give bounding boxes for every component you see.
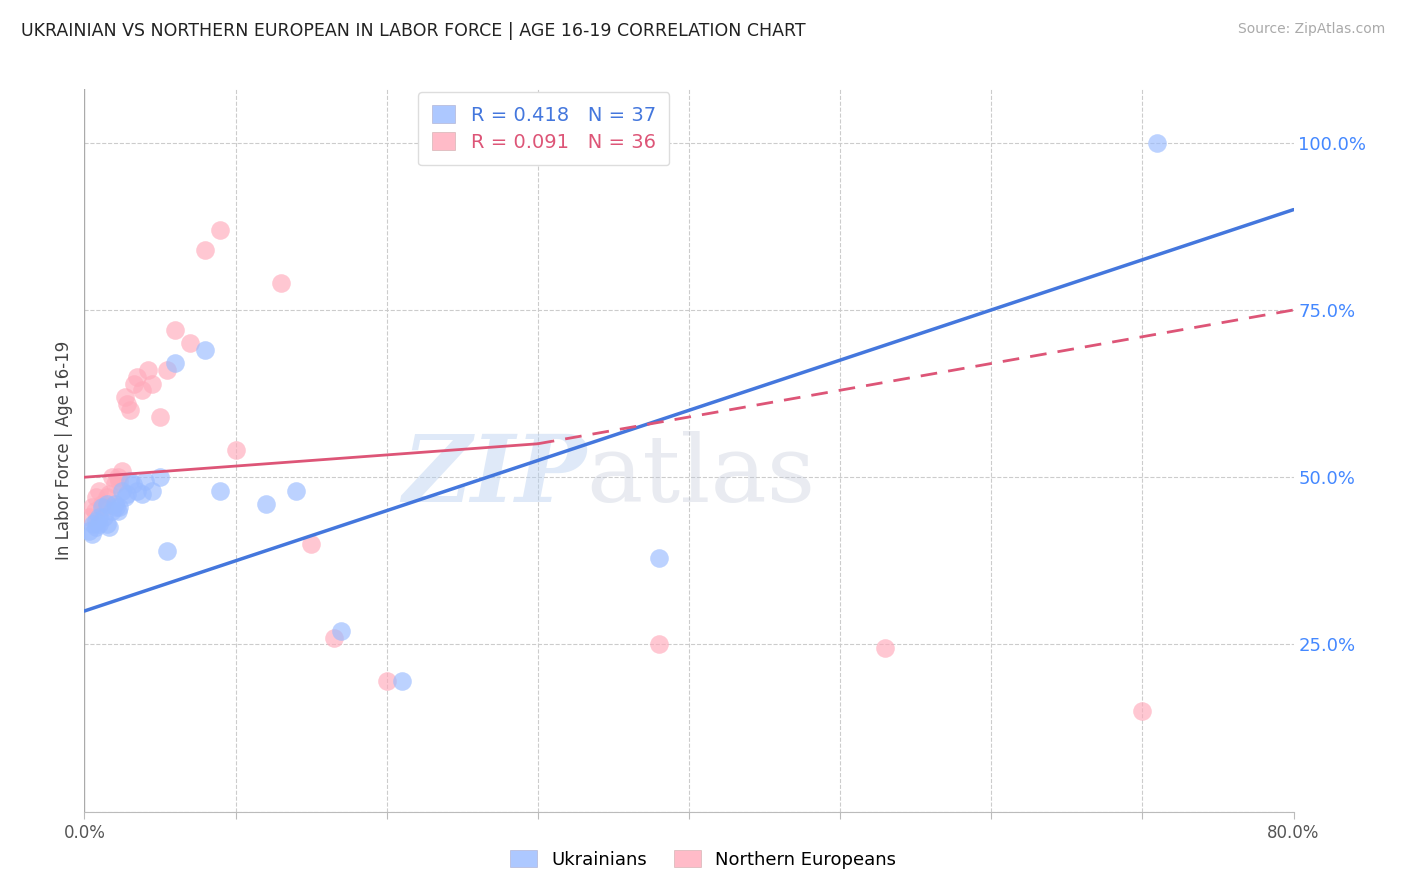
Point: [93, 500, 115, 515]
Point: [105, 500, 128, 515]
Text: UKRAINIAN VS NORTHERN EUROPEAN IN LABOR FORCE | AGE 16-19 CORRELATION CHART: UKRAINIAN VS NORTHERN EUROPEAN IN LABOR …: [21, 22, 806, 40]
Point: [80, 527, 103, 541]
Point: [86, 491, 108, 505]
Point: [96, 491, 118, 505]
Point: [108, 474, 131, 488]
Point: [122, 376, 145, 391]
Point: [156, 363, 179, 377]
Point: [131, 487, 153, 501]
Point: [118, 474, 141, 488]
Point: [254, 497, 277, 511]
Legend: R = 0.418   N = 37, R = 0.091   N = 36: R = 0.418 N = 37, R = 0.091 N = 36: [418, 92, 669, 165]
Point: [179, 336, 201, 351]
Point: [375, 674, 398, 689]
Point: [121, 476, 143, 491]
Point: [134, 474, 156, 488]
Point: [209, 223, 232, 237]
Text: Source: ZipAtlas.com: Source: ZipAtlas.com: [1237, 22, 1385, 37]
Point: [100, 470, 122, 484]
Point: [91, 497, 114, 511]
Point: [107, 503, 129, 517]
Point: [86, 514, 108, 528]
Point: [104, 476, 127, 491]
Point: [131, 384, 153, 398]
Point: [165, 323, 187, 337]
Point: [118, 403, 141, 417]
Point: [107, 470, 129, 484]
Point: [648, 637, 671, 651]
Point: [89, 517, 111, 532]
Point: [114, 390, 136, 404]
Point: [96, 497, 118, 511]
Point: [285, 483, 308, 498]
Point: [114, 491, 136, 505]
Point: [77, 524, 100, 538]
Point: [149, 410, 172, 425]
Point: [86, 520, 108, 534]
Point: [141, 376, 163, 391]
Point: [108, 500, 131, 515]
Point: [100, 503, 122, 517]
Legend: Ukrainians, Northern Europeans: Ukrainians, Northern Europeans: [502, 843, 904, 876]
Point: [391, 674, 413, 689]
Point: [89, 510, 111, 524]
Point: [77, 510, 100, 524]
Point: [93, 510, 115, 524]
Point: [97, 487, 120, 501]
Point: [141, 483, 163, 498]
Point: [194, 343, 217, 358]
Point: [270, 277, 292, 291]
Point: [875, 640, 897, 655]
Point: [330, 624, 353, 639]
Point: [111, 483, 134, 498]
Point: [96, 517, 118, 532]
Point: [84, 503, 107, 517]
Point: [91, 500, 114, 515]
Point: [89, 483, 111, 498]
Point: [194, 243, 217, 257]
Point: [1146, 136, 1168, 150]
Point: [209, 483, 232, 498]
Y-axis label: In Labor Force | Age 16-19: In Labor Force | Age 16-19: [55, 341, 73, 560]
Point: [104, 497, 127, 511]
Point: [1130, 705, 1153, 719]
Point: [299, 537, 322, 551]
Point: [82, 517, 104, 532]
Point: [97, 520, 120, 534]
Point: [322, 631, 344, 645]
Point: [115, 487, 138, 501]
Text: atlas: atlas: [586, 431, 815, 521]
Point: [115, 396, 138, 410]
Point: [149, 470, 172, 484]
Point: [225, 443, 247, 458]
Point: [127, 369, 149, 384]
Text: ZIP: ZIP: [402, 431, 586, 521]
Point: [648, 550, 671, 565]
Point: [165, 356, 187, 371]
Point: [80, 500, 103, 515]
Point: [136, 363, 159, 377]
Point: [127, 483, 149, 498]
Point: [156, 543, 179, 558]
Point: [111, 464, 134, 478]
